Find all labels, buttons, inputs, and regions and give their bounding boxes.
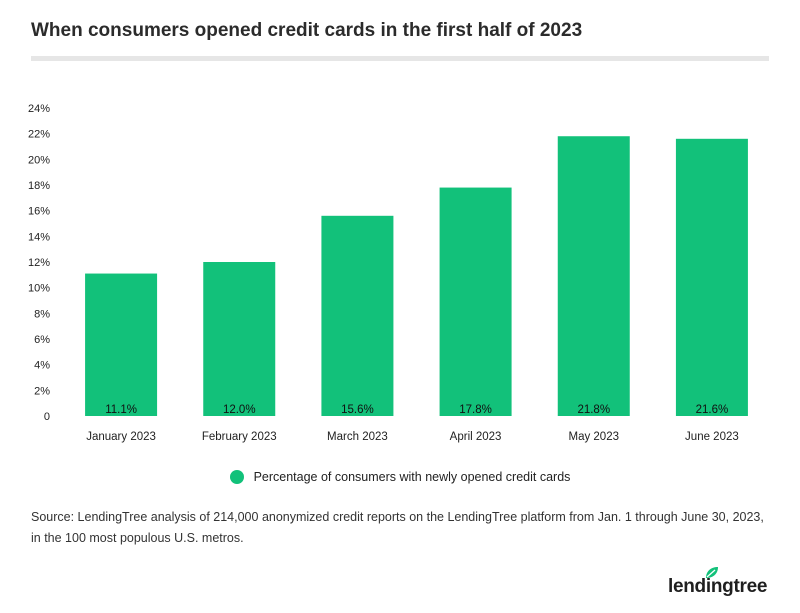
y-tick-label: 8% — [34, 308, 50, 320]
source-note: Source: LendingTree analysis of 214,000 … — [31, 510, 764, 545]
y-tick-label: 10% — [28, 283, 50, 295]
bars: 11.1% 12.0% 15.6% 17.8% 21.8% 21.6% — [85, 136, 748, 417]
bar — [439, 187, 512, 416]
title-divider — [31, 56, 769, 61]
x-tick-label: April 2023 — [450, 431, 502, 443]
lendingtree-logo: lendingtree — [668, 567, 772, 600]
bar — [85, 273, 158, 416]
y-tick-label: 24% — [28, 103, 50, 115]
bar-value-label: 12.0% — [223, 404, 256, 416]
chart-title: When consumers opened credit cards in th… — [31, 20, 583, 41]
bar-value-label: 11.1% — [105, 404, 137, 416]
y-tick-label: 0 — [44, 411, 50, 423]
y-tick-label: 20% — [28, 154, 50, 166]
y-axis: 0 2% 4% 6% 8% 10% 12% 14% 16% 18% 20% 22% 24% — [28, 103, 50, 423]
x-tick-label: May 2023 — [568, 431, 619, 443]
bar — [675, 138, 748, 417]
x-tick-label: February 2023 — [202, 431, 277, 443]
y-tick-label: 18% — [28, 180, 50, 192]
y-tick-label: 6% — [34, 334, 50, 346]
leaf-icon — [706, 567, 718, 578]
bar-chart: 02%4%6%8%10%12%14%16%18%20%22%24% 11.1% 1… — [28, 103, 748, 443]
logo-text: lendingtree — [668, 576, 768, 597]
bar-value-label: 17.8% — [459, 404, 492, 416]
x-tick-label: January 2023 — [86, 431, 156, 443]
bar — [557, 136, 630, 416]
x-axis: January 2023 February 2023 March 2023 April… — [86, 431, 739, 443]
y-tick-label: 22% — [28, 129, 50, 141]
x-tick-label: March 2023 — [327, 431, 388, 443]
y-tick-label: 2% — [34, 385, 50, 397]
bar-value-label: 21.6% — [696, 404, 729, 416]
bar — [203, 262, 276, 416]
legend-swatch — [229, 470, 244, 484]
bar-value-label: 15.6% — [341, 404, 374, 416]
y-tick-label: 4% — [34, 360, 50, 372]
y-tick-label: 16% — [28, 206, 50, 218]
legend-label: Percentage of consumers with newly opene… — [253, 470, 571, 484]
bar — [321, 215, 394, 416]
bar-value-label: 21.8% — [577, 404, 610, 416]
legend: Percentage of consumers with newly opene… — [0, 466, 800, 488]
y-tick-label: 12% — [28, 257, 50, 269]
y-tick-label: 14% — [28, 231, 50, 243]
x-tick-label: June 2023 — [685, 431, 739, 443]
